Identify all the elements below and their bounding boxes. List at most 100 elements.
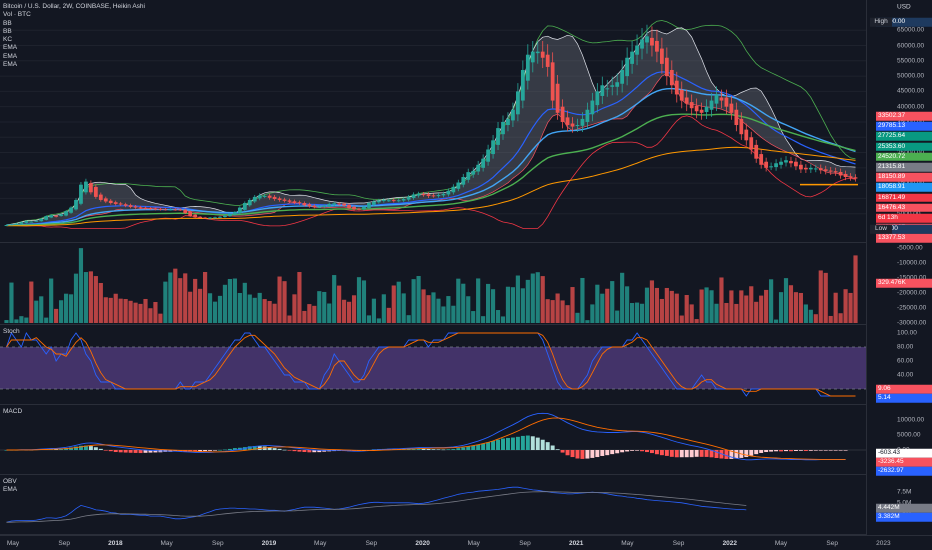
volume-bar bbox=[510, 287, 516, 323]
legend-item[interactable]: EMA bbox=[3, 61, 18, 69]
candle-body bbox=[476, 164, 481, 172]
time-axis-label: 2019 bbox=[261, 540, 277, 547]
candle-body bbox=[54, 215, 59, 217]
time-axis-label: May bbox=[160, 540, 173, 547]
volume-bar bbox=[798, 292, 803, 323]
candle-body bbox=[436, 195, 441, 197]
axis-tick-label: 100.00 bbox=[897, 329, 917, 337]
candle-body bbox=[456, 182, 461, 189]
volume-bar bbox=[252, 297, 257, 323]
macd-hist-bar bbox=[123, 450, 128, 453]
legend-item[interactable]: EMA bbox=[3, 44, 18, 52]
candle-body bbox=[128, 205, 133, 207]
candle-body bbox=[828, 170, 833, 172]
volume-bar bbox=[466, 296, 471, 323]
legend-item[interactable]: Bitcoin / U.S. Dollar, 2W, COINBASE, Hei… bbox=[3, 3, 145, 10]
macd-pane[interactable]: MACD bbox=[0, 405, 866, 475]
macd-hist-bar bbox=[818, 450, 823, 451]
volume-bar bbox=[34, 300, 39, 323]
volume-bar bbox=[168, 272, 173, 323]
ema-slow bbox=[6, 113, 856, 227]
volume-bar bbox=[366, 315, 372, 323]
candle-body bbox=[362, 206, 366, 210]
price-pane[interactable]: Bitcoin / U.S. Dollar, 2W, COINBASE, Hei… bbox=[0, 0, 866, 243]
candle-body bbox=[29, 221, 34, 223]
macd-axis[interactable]: 10000.005000.000.00-603.43-3236.45-2632.… bbox=[866, 405, 932, 476]
legend-item[interactable]: BB bbox=[3, 19, 12, 27]
volume-bar bbox=[749, 286, 754, 323]
macd-hist-bar bbox=[560, 450, 565, 453]
macd-hist-bar bbox=[664, 450, 669, 456]
candle-body bbox=[823, 169, 828, 171]
price-axis[interactable]: USD 65000.00 60000.00 55000.00 50000.00 4500… bbox=[866, 0, 932, 243]
macd-hist-bar bbox=[491, 441, 496, 450]
legend-item[interactable]: EMA bbox=[3, 486, 18, 494]
legend-item[interactable]: EMA bbox=[3, 52, 18, 60]
volume-bar bbox=[361, 280, 367, 323]
volume-bar bbox=[610, 281, 615, 323]
volume-bar bbox=[396, 281, 401, 323]
candle-body bbox=[610, 85, 615, 87]
macd-hist-bar bbox=[222, 449, 227, 451]
volume-bar bbox=[699, 289, 704, 323]
candle-body bbox=[411, 194, 416, 198]
volume-bar bbox=[803, 304, 808, 323]
volume-bar bbox=[54, 308, 59, 323]
volume-pane[interactable] bbox=[0, 243, 866, 325]
legend-item[interactable]: KC bbox=[3, 36, 13, 44]
macd-hist-bar bbox=[709, 450, 714, 458]
volume-bar bbox=[828, 315, 833, 323]
volume-bar bbox=[476, 278, 481, 323]
legend-item[interactable]: BB bbox=[3, 27, 12, 35]
macd-signal-line bbox=[6, 417, 846, 460]
volume-bar bbox=[630, 303, 635, 323]
candle-body bbox=[506, 118, 510, 126]
volume-bar bbox=[709, 290, 714, 323]
price-tag: -603.43 bbox=[876, 448, 932, 458]
macd-hist-bar bbox=[203, 450, 208, 452]
macd-hist-bar bbox=[143, 450, 148, 453]
candle-body bbox=[203, 217, 207, 219]
candle-body bbox=[198, 216, 203, 218]
volume-bar bbox=[773, 319, 779, 323]
candle-body bbox=[277, 198, 282, 200]
volume-bar bbox=[833, 292, 838, 323]
volume-bar bbox=[188, 291, 193, 323]
candle-body bbox=[312, 205, 317, 207]
candle-body bbox=[257, 195, 262, 199]
volume-axis[interactable]: -5000.00 -10000.00 -15000.00 -20000.00 -2500… bbox=[866, 243, 932, 327]
macd-hist-bar bbox=[654, 450, 659, 455]
candle-body bbox=[794, 161, 798, 167]
volume-bar bbox=[138, 303, 143, 323]
legend-item[interactable]: OBV bbox=[3, 478, 17, 485]
candle-body bbox=[838, 171, 843, 176]
candle-body bbox=[808, 167, 813, 170]
candle-body bbox=[421, 194, 426, 196]
time-axis[interactable]: May Sep 2018 May Sep 2019 May Sep 2020 May Sep 2021… bbox=[0, 535, 932, 550]
volume-bar bbox=[495, 310, 501, 323]
obv-pane[interactable]: OBV EMA bbox=[0, 475, 866, 535]
candle-body bbox=[262, 195, 267, 197]
axis-tick-label: 5000.00 bbox=[897, 210, 921, 217]
volume-bar bbox=[401, 293, 406, 323]
candle-body bbox=[545, 54, 550, 67]
volume-bar bbox=[759, 295, 764, 323]
candle-body bbox=[223, 215, 227, 218]
candle-body bbox=[833, 171, 838, 173]
stoch-pane[interactable]: Stoch bbox=[0, 325, 866, 405]
macd-hist-bar bbox=[292, 450, 297, 452]
candle-body bbox=[84, 181, 88, 193]
candle-body bbox=[103, 198, 108, 202]
volume-bar bbox=[267, 301, 272, 323]
volume-bar bbox=[783, 278, 789, 323]
volume-bar bbox=[198, 288, 203, 323]
macd-hist-bar bbox=[779, 450, 784, 452]
axis-tick-label: -10000.00 bbox=[897, 259, 927, 267]
legend-item[interactable]: MACD bbox=[3, 408, 23, 415]
macd-hist-bar bbox=[133, 450, 138, 453]
legend-item[interactable]: Stoch bbox=[3, 328, 20, 335]
legend-item[interactable]: Vol · BTC bbox=[3, 11, 31, 19]
ema-mid bbox=[6, 87, 856, 226]
